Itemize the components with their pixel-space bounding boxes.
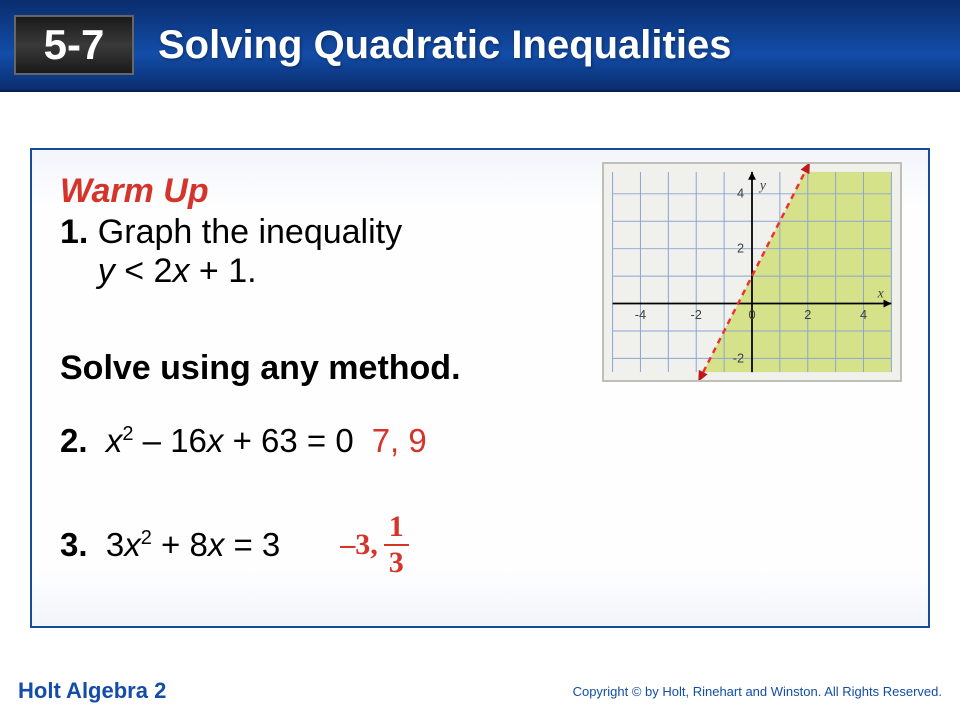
svg-text:-4: -4 [635,307,646,322]
copyright-text: Copyright © by Holt, Rinehart and Winsto… [573,684,942,699]
slide-header: 5-7 Solving Quadratic Inequalities [0,0,960,92]
q3-answer: –3, 1 3 [340,512,409,578]
q1-number: 1. [60,213,88,251]
svg-text:y: y [758,178,767,193]
section-badge: 5-7 [14,15,134,75]
fraction: 1 3 [384,512,409,578]
svg-text:0: 0 [748,307,755,322]
svg-text:-2: -2 [691,307,702,322]
section-number: 5-7 [44,21,105,69]
svg-text:x: x [877,286,884,301]
q2-answer: 7, 9 [372,422,427,460]
svg-text:-2: -2 [733,350,744,365]
question-3: 3. 3x2 + 8x = 3 –3, 1 3 [60,512,900,578]
content-panel: Warm Up 1. Graph the inequality y < 2x +… [30,148,930,628]
slide-title: Solving Quadratic Inequalities [158,23,731,68]
svg-text:4: 4 [860,307,867,322]
question-2: 2. x2 – 16x + 63 = 0 7, 9 [60,422,900,460]
svg-text:2: 2 [804,307,811,322]
inequality-graph: -4-2024-224xy [602,162,902,382]
svg-text:2: 2 [737,241,744,256]
book-title: Holt Algebra 2 [18,678,166,704]
graph-svg: -4-2024-224xy [604,164,900,380]
slide-footer: Holt Algebra 2 Copyright © by Holt, Rine… [0,668,960,720]
svg-text:4: 4 [737,186,744,201]
